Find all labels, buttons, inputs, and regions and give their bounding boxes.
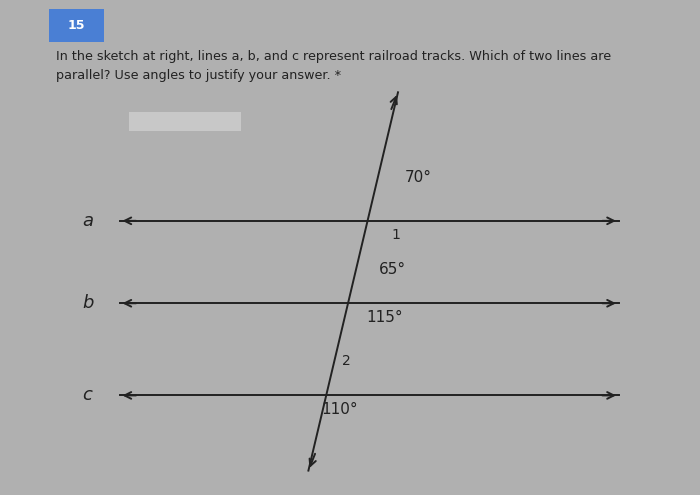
Text: 1: 1 xyxy=(391,228,400,243)
Text: 2: 2 xyxy=(342,354,351,368)
Text: c: c xyxy=(83,387,92,404)
Text: 70°: 70° xyxy=(405,170,431,185)
Text: In the sketch at right, lines a, b, and c represent railroad tracks. Which of tw: In the sketch at right, lines a, b, and … xyxy=(55,50,610,63)
Text: a: a xyxy=(82,212,93,230)
FancyBboxPatch shape xyxy=(49,9,104,42)
FancyBboxPatch shape xyxy=(130,112,242,131)
Text: 15: 15 xyxy=(68,19,85,32)
Text: 110°: 110° xyxy=(321,402,358,417)
Text: b: b xyxy=(82,294,93,312)
Text: 115°: 115° xyxy=(366,310,402,325)
Text: parallel? Use angles to justify your answer. *: parallel? Use angles to justify your ans… xyxy=(55,69,341,82)
Text: 65°: 65° xyxy=(379,262,406,277)
